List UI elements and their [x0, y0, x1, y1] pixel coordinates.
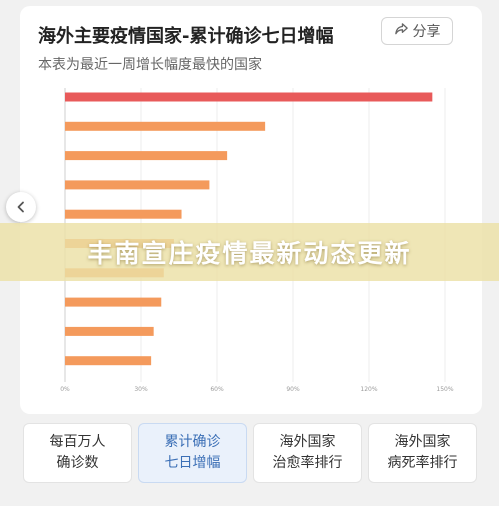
banner-text: 丰南宣庄疫情最新动态更新 [87, 239, 412, 268]
x-tick-label: 150% [436, 386, 453, 393]
chevron-left-icon [15, 198, 27, 217]
bar [65, 92, 433, 102]
tab-label-line1: 海外国家 [394, 434, 451, 450]
bar [65, 121, 266, 131]
tab-label-line1: 累计确诊 [164, 434, 221, 450]
headline-banner: 丰南宣庄疫情最新动态更新 [0, 223, 499, 281]
x-tick-label: 120% [360, 386, 377, 393]
page-subtitle: 本表为最近一周增长幅度最快的国家 [38, 57, 262, 73]
page-title: 海外主要疫情国家-累计确诊七日增幅 [38, 26, 334, 47]
x-tick-label: 60% [210, 386, 224, 393]
share-icon [394, 22, 409, 41]
tab-label-line2: 确诊数 [56, 455, 99, 471]
bar [65, 209, 182, 219]
bar [65, 326, 154, 336]
x-tick-label: 0% [60, 386, 70, 393]
x-tick-label: 30% [134, 386, 148, 393]
tab-label-line1: 海外国家 [279, 434, 336, 450]
bar [65, 180, 210, 190]
tab-label-line2: 病死率排行 [387, 455, 458, 471]
tab-bar: 每百万人 确诊数 累计确诊 七日增幅 海外国家 治愈率排行 海外国家 病死率排行 [23, 423, 477, 483]
bar [65, 356, 152, 366]
back-button[interactable] [6, 192, 36, 222]
share-button[interactable]: 分享 [381, 17, 453, 45]
tab-cases-per-million[interactable]: 每百万人 确诊数 [23, 423, 132, 483]
share-label: 分享 [412, 24, 441, 40]
tab-recovery-rate[interactable]: 海外国家 治愈率排行 [253, 423, 362, 483]
tab-label-line2: 七日增幅 [164, 455, 221, 471]
x-tick-label: 90% [286, 386, 300, 393]
tab-fatality-rate[interactable]: 海外国家 病死率排行 [368, 423, 477, 483]
tab-label-line2: 治愈率排行 [272, 455, 343, 471]
tab-seven-day-growth[interactable]: 累计确诊 七日增幅 [138, 423, 247, 483]
bar [65, 151, 228, 161]
tab-label-line1: 每百万人 [49, 434, 106, 450]
bar-chart: 0% 30% 60% 90% 120% 150% [60, 88, 454, 393]
bar [65, 297, 162, 307]
